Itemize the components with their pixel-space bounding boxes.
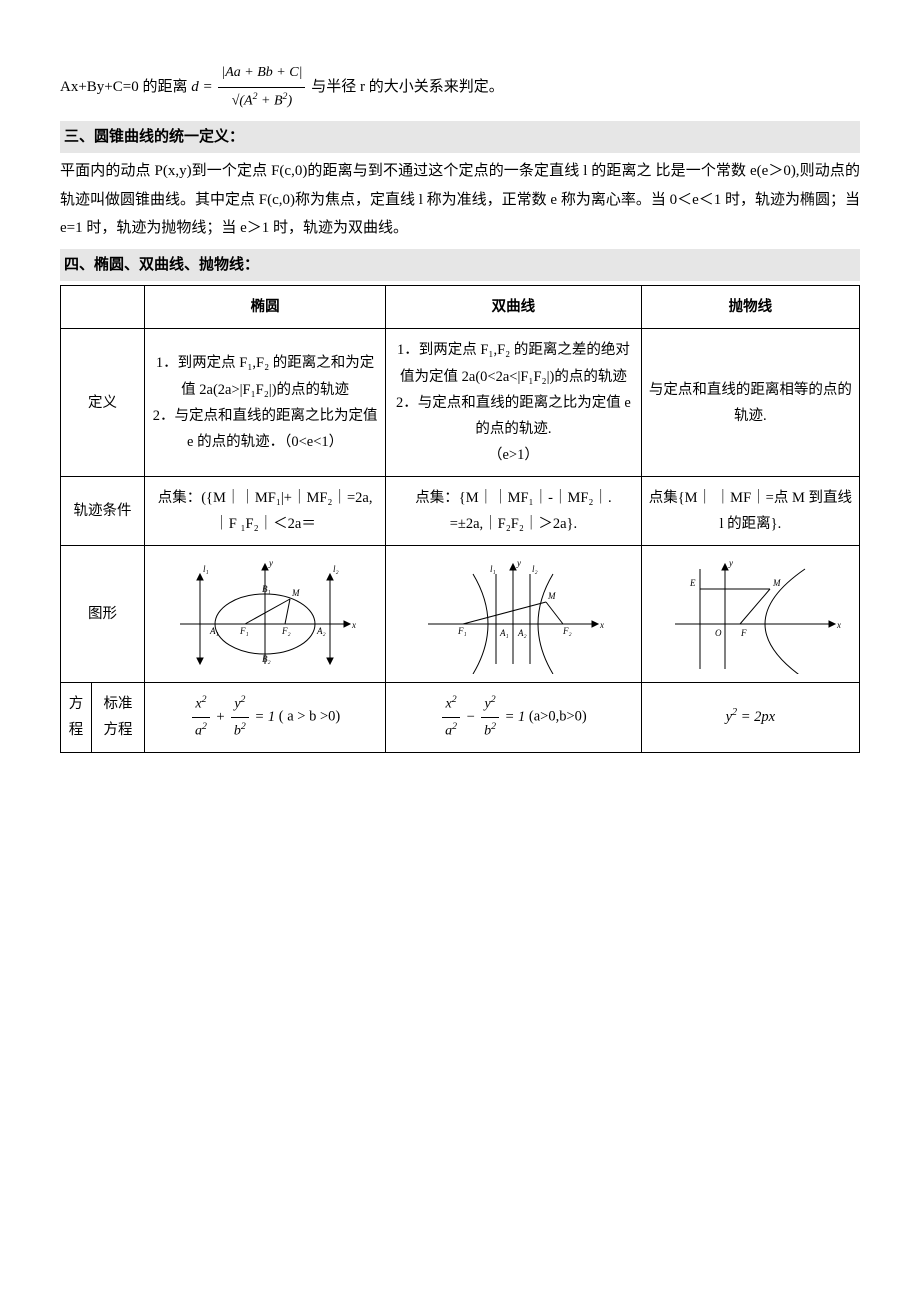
svg-text:B₁: B₁	[262, 584, 271, 594]
intro-line: Ax+By+C=0 的距离 d = |Aa + Bb + C| √(A2 + B…	[60, 60, 860, 115]
locus-ellipse: 点集：({M｜｜MF₁|+｜MF₂｜=2a,｜F ₁F₂｜＜2a＝	[145, 476, 386, 545]
locus-hyperbola: 点集：{M｜｜MF₁｜-｜MF₂｜. =±2a,｜F₂F₂｜＞2a}.	[386, 476, 641, 545]
section3-body: 平面内的动点 P(x,y)到一个定点 F(c,0)的距离与到不通过这个定点的一条…	[60, 157, 860, 243]
row-locus: 轨迹条件 点集：({M｜｜MF₁|+｜MF₂｜=2a,｜F ₁F₂｜＜2a＝ 点…	[61, 476, 860, 545]
svg-text:x: x	[599, 620, 604, 630]
svg-text:F₂: F₂	[562, 626, 572, 636]
svg-text:x: x	[836, 620, 841, 630]
svg-text:F₁: F₁	[239, 626, 249, 636]
svg-text:M: M	[772, 578, 781, 588]
header-ellipse: 椭圆	[145, 286, 386, 329]
label-equation-outer: 方程	[61, 683, 92, 753]
eq-ellipse: x2a2 + y2b2 = 1 ( a > b >0)	[145, 683, 386, 753]
svg-text:l₁: l₁	[490, 564, 496, 574]
label-locus: 轨迹条件	[61, 476, 145, 545]
ellipse-svg: x y F₁ F₂ B₁ B₂ A₁ A₂ M l₁ l₂	[170, 554, 360, 674]
svg-text:E: E	[689, 578, 696, 588]
svg-text:y: y	[516, 558, 521, 568]
svg-text:O: O	[715, 628, 722, 638]
svg-text:M: M	[547, 591, 556, 601]
conic-table: 椭圆 双曲线 抛物线 定义 1．到两定点 F₁,F₂ 的距离之和为定值 2a(2…	[60, 285, 860, 752]
def-ellipse: 1．到两定点 F₁,F₂ 的距离之和为定值 2a(2a>|F₁F₂|)的点的轨迹…	[145, 329, 386, 476]
section3-heading: 三、圆锥曲线的统一定义：	[60, 121, 860, 154]
eq-parabola: y2 = 2px	[641, 683, 859, 753]
svg-text:A₁: A₁	[499, 628, 509, 638]
def-parabola: 与定点和直线的距离相等的点的轨迹.	[641, 329, 859, 476]
svg-text:M: M	[291, 588, 300, 598]
header-parabola: 抛物线	[641, 286, 859, 329]
hyperbola-svg: x y F₁ F₂ A₁ A₂ M l₁ l₂	[418, 554, 608, 674]
svg-text:x: x	[351, 620, 356, 630]
svg-text:l₂: l₂	[333, 564, 339, 574]
svg-text:l₁: l₁	[203, 564, 209, 574]
parabola-svg: x y O F M E	[655, 554, 845, 674]
svg-text:B₂: B₂	[262, 654, 271, 664]
svg-text:A₁: A₁	[209, 626, 219, 636]
row-figure: 图形 x y F₁ F₂ B₁ B₂ A₁ A₂ M l₁ l₂	[61, 546, 860, 683]
label-definition: 定义	[61, 329, 145, 476]
distance-formula: d = |Aa + Bb + C| √(A2 + B2)	[191, 79, 311, 95]
fig-parabola: x y O F M E	[641, 546, 859, 683]
header-hyperbola: 双曲线	[386, 286, 641, 329]
def-hyperbola: 1．到两定点 F₁,F₂ 的距离之差的绝对值为定值 2a(0<2a<|F₁F₂|…	[386, 329, 641, 476]
row-equation: 方程 标准方程 x2a2 + y2b2 = 1 ( a > b >0) x2a2…	[61, 683, 860, 753]
svg-text:F: F	[740, 628, 747, 638]
header-blank	[61, 286, 145, 329]
table-header-row: 椭圆 双曲线 抛物线	[61, 286, 860, 329]
svg-text:F₂: F₂	[281, 626, 291, 636]
svg-text:F₁: F₁	[457, 626, 467, 636]
section4-heading: 四、椭圆、双曲线、抛物线：	[60, 249, 860, 282]
eq-hyperbola: x2a2 − y2b2 = 1 (a>0,b>0)	[386, 683, 641, 753]
intro-prefix: Ax+By+C=0 的距离	[60, 79, 187, 95]
svg-text:y: y	[728, 558, 733, 568]
fig-ellipse: x y F₁ F₂ B₁ B₂ A₁ A₂ M l₁ l₂	[145, 546, 386, 683]
intro-suffix: 与半径 r 的大小关系来判定。	[311, 79, 504, 95]
svg-text:y: y	[268, 558, 273, 568]
row-definition: 定义 1．到两定点 F₁,F₂ 的距离之和为定值 2a(2a>|F₁F₂|)的点…	[61, 329, 860, 476]
fig-hyperbola: x y F₁ F₂ A₁ A₂ M l₁ l₂	[386, 546, 641, 683]
svg-text:A₂: A₂	[517, 628, 527, 638]
locus-parabola: 点集{M｜ ｜MF｜=点 M 到直线 l 的距离}.	[641, 476, 859, 545]
label-figure: 图形	[61, 546, 145, 683]
label-equation: 标准方程	[92, 683, 145, 753]
svg-text:l₂: l₂	[532, 564, 538, 574]
svg-text:A₂: A₂	[316, 626, 326, 636]
